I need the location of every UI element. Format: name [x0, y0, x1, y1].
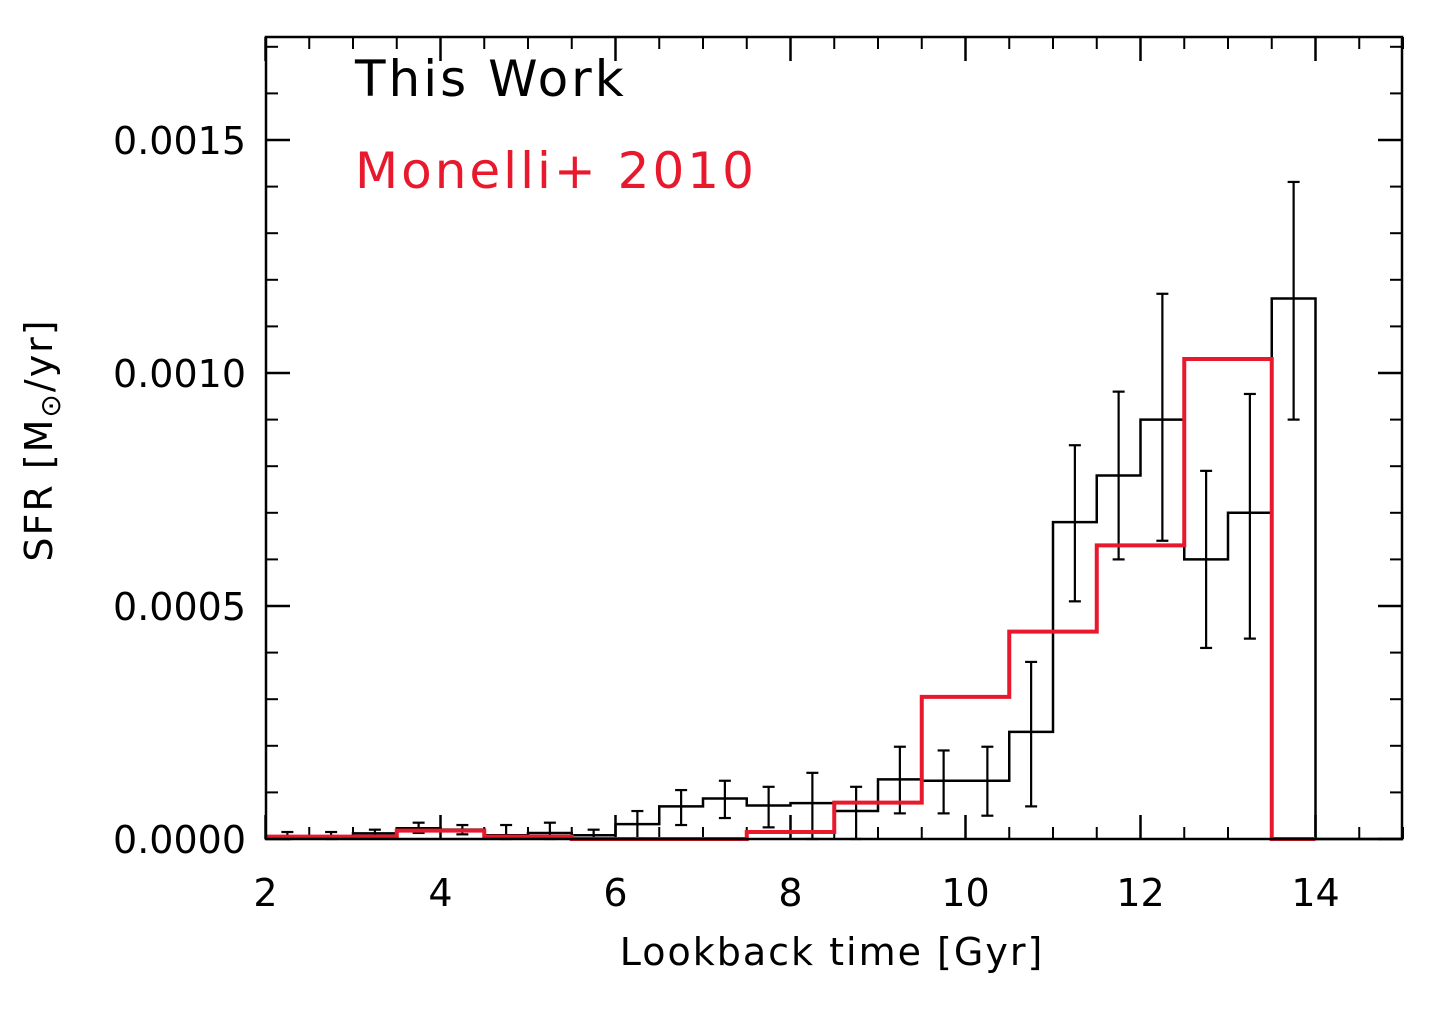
y-tick-label: 0.0010: [113, 352, 246, 396]
y-tick-label: 0.0005: [113, 585, 246, 629]
x-tick-label: 4: [428, 871, 452, 915]
series-this-work: [265, 180, 1403, 841]
monelli-step-line: [265, 357, 1316, 841]
y-tick-label: 0.0015: [113, 119, 246, 163]
x-tick-label: 12: [1116, 871, 1164, 915]
x-tick-label: 14: [1291, 871, 1339, 915]
x-tick-label: 6: [603, 871, 627, 915]
x-tick-label: 10: [941, 871, 989, 915]
x-axis-label: Lookback time [Gyr]: [620, 930, 1045, 974]
x-tick-label: 2: [253, 871, 277, 915]
x-tick-label: 8: [778, 871, 802, 915]
y-axis-label: SFR [M⊙/yr]: [17, 318, 67, 561]
series-monelli: [265, 357, 1316, 841]
x-tick-labels: 2 4 6 8 10 12 14: [253, 871, 1339, 915]
y-axis-label-tail: /yr]: [17, 318, 61, 392]
y-tick-label: 0.0000: [113, 818, 246, 862]
y-axis-label-main: SFR [M: [17, 418, 61, 562]
plot-frame: [264, 35, 1404, 841]
y-axis-label-sub: ⊙: [34, 392, 67, 417]
this-work-step-line: [265, 297, 1403, 841]
legend-monelli: Monelli+ 2010: [355, 142, 757, 200]
legend-this-work: This Work: [354, 50, 627, 108]
y-tick-labels: 0.0000 0.0005 0.0010 0.0015: [113, 119, 246, 862]
